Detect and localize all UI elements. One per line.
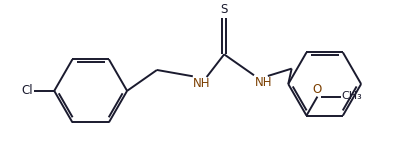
- Text: O: O: [313, 83, 322, 96]
- Text: Cl: Cl: [21, 84, 33, 97]
- Text: S: S: [220, 3, 228, 16]
- Text: NH: NH: [254, 76, 272, 89]
- Text: CH₃: CH₃: [341, 91, 362, 101]
- Text: NH: NH: [193, 77, 211, 90]
